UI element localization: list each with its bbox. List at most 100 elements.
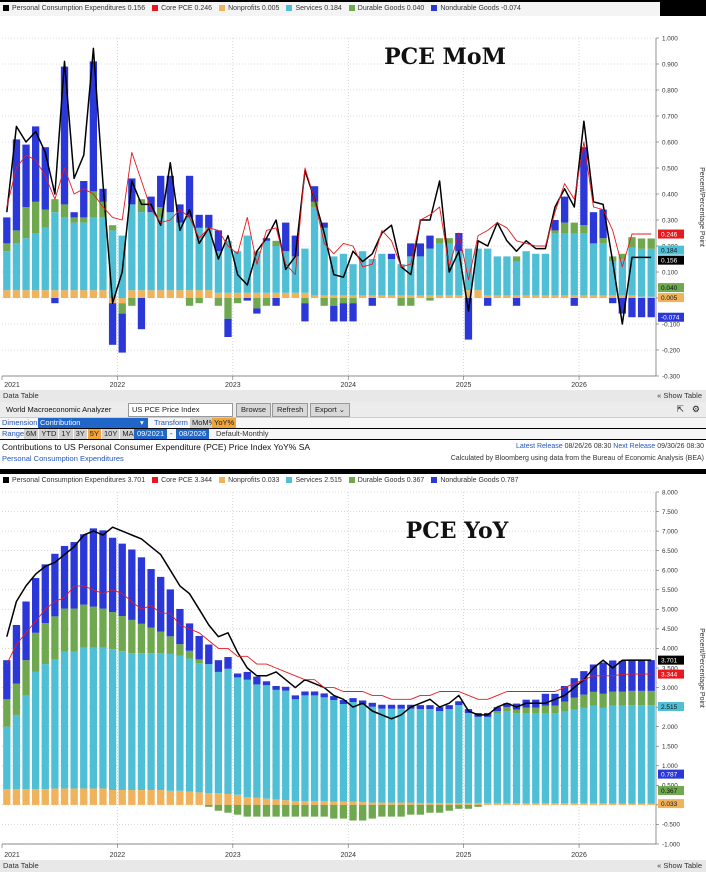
bar-segment-durable-goods	[262, 298, 271, 306]
bar-segment-nonprofits	[551, 295, 559, 298]
security-search-input[interactable]: US PCE Price Index	[128, 403, 233, 417]
bar-segment-nondurable-goods	[185, 623, 194, 651]
bar-segment-nondurable-goods	[301, 691, 309, 696]
bar-segment-nonprofits	[493, 295, 501, 298]
range-button-ytd[interactable]: YTD	[39, 429, 59, 439]
legend-item[interactable]: Nondurable Goods 0.787	[431, 474, 519, 488]
legend-item[interactable]: Nonprofits 0.005	[219, 2, 279, 16]
settings-icon[interactable]: ⚙	[691, 404, 700, 414]
value-tag	[658, 283, 684, 293]
legend-item[interactable]: Core PCE 3.344	[152, 474, 212, 488]
show-table-button[interactable]: « Show Table	[657, 391, 702, 400]
bar-segment-services	[70, 651, 78, 789]
refresh-button[interactable]: Refresh	[272, 403, 309, 417]
bar-segment-durable-goods	[512, 256, 521, 262]
bar-segment-services	[407, 708, 415, 803]
range-button-5y[interactable]: 5Y	[87, 429, 101, 439]
bar-segment-nondurable-goods	[397, 704, 405, 709]
legend-item[interactable]: Services 2.515	[286, 474, 342, 488]
legend-item[interactable]: Nondurable Goods -0.074	[431, 2, 521, 16]
legend-item[interactable]: Nonprofits 0.033	[219, 474, 279, 488]
legend-item[interactable]: Personal Consumption Expenditures 3.701	[3, 474, 145, 488]
top-chart: 1.000 0.900 0.800 0.700 0.600 0.500 0.400 0.300…	[0, 16, 706, 390]
bar-segment-services	[330, 256, 338, 296]
bar-segment-services	[166, 212, 174, 291]
top-legend: Personal Consumption Expenditures 0.156 C…	[0, 2, 660, 16]
bar-segment-durable-goods	[137, 623, 146, 654]
bar-segment-services	[243, 679, 251, 798]
bar-segment-nondurable-goods	[426, 705, 434, 710]
bar-segment-nonprofits	[522, 295, 530, 298]
bar-segment-durable-goods	[157, 207, 165, 218]
dimension-dropdown-icon[interactable]: ▾	[140, 418, 144, 427]
bar-segment-nonprofits	[407, 802, 415, 805]
date-to-input[interactable]: 08/2026	[176, 429, 210, 439]
range-button-1y[interactable]: 1Y	[59, 429, 73, 439]
transform-mom-button[interactable]: MoM%	[190, 418, 218, 428]
value-tag	[658, 769, 684, 779]
bar-segment-services	[455, 705, 463, 803]
date-from-input[interactable]: 09/2021	[134, 429, 168, 439]
bar-segment-nondurable-goods	[416, 243, 425, 257]
data-table-tab[interactable]: Data Table	[3, 391, 39, 400]
range-label: Range	[2, 429, 25, 438]
bar-segment-nonprofits	[618, 803, 626, 805]
legend-item[interactable]: Personal Consumption Expenditures 0.156	[3, 2, 145, 16]
bar-segment-durable-goods	[3, 243, 11, 252]
bar-segment-durable-goods	[291, 804, 299, 817]
dimension-label: Dimension	[2, 418, 38, 427]
bar-segment-nondurable-goods	[599, 662, 607, 694]
bar-segment-services	[474, 248, 482, 291]
legend-value: 3.701	[125, 477, 146, 484]
bar-segment-nondurable-goods	[89, 528, 98, 607]
bar-segment-nonprofits	[435, 295, 444, 298]
bar-segment-durable-goods	[647, 690, 655, 706]
export-button[interactable]: Export ⌄	[310, 403, 351, 417]
bar-segment-nondurable-goods	[3, 217, 11, 244]
bar-segment-nondurable-goods	[253, 308, 261, 314]
browse-button[interactable]: Browse	[236, 403, 272, 417]
bar-segment-durable-goods	[349, 804, 357, 821]
legend-item[interactable]: Core PCE 0.246	[152, 2, 212, 16]
range-button-6m[interactable]: 6M	[24, 429, 39, 439]
range-button-10y[interactable]: 10Y	[101, 429, 120, 439]
bar-segment-services	[51, 212, 59, 291]
legend-item[interactable]: Services 0.184	[286, 2, 342, 16]
bar-segment-nonprofits	[532, 803, 540, 805]
bar-segment-nondurable-goods	[291, 235, 299, 257]
bar-segment-services	[262, 685, 271, 799]
bar-segment-services	[532, 253, 540, 296]
transform-yoy-button[interactable]: YoY%	[212, 418, 237, 428]
range-button-3y[interactable]: 3Y	[73, 429, 87, 439]
show-table-button[interactable]: « Show Table	[657, 861, 702, 870]
bar-segment-nonprofits	[426, 802, 434, 805]
bar-segment-nondurable-goods	[118, 543, 126, 616]
bar-segment-nonprofits	[445, 295, 453, 298]
bar-segment-nondurable-goods	[41, 147, 49, 210]
bar-segment-nonprofits	[541, 295, 550, 298]
bar-segment-nondurable-goods	[185, 175, 194, 218]
bar-segment-durable-goods	[339, 298, 348, 304]
legend-swatch	[431, 477, 438, 483]
bar-segment-nonprofits	[176, 290, 184, 298]
bar-segment-nondurable-goods	[359, 700, 367, 705]
bar-segment-services	[628, 247, 636, 296]
dimension-select[interactable]: Contribution	[38, 418, 148, 428]
bar-segment-durable-goods	[60, 608, 69, 652]
y-tick-label: 4.000	[662, 646, 678, 653]
data-table-tab[interactable]: Data Table	[3, 861, 39, 870]
legend-item[interactable]: Durable Goods 0.367	[348, 474, 424, 488]
bar-segment-nonprofits	[589, 295, 598, 298]
bar-segment-durable-goods	[426, 298, 434, 301]
bar-segment-nonprofits	[253, 292, 261, 298]
export-icon[interactable]: ⇱	[676, 404, 684, 414]
legend-item[interactable]: Durable Goods 0.040	[348, 2, 424, 16]
chart-subtitle: Personal Consumption Expenditures	[2, 454, 124, 463]
bar-segment-nondurable-goods	[70, 212, 78, 218]
y-tick-label: 2.000	[662, 724, 678, 731]
bar-segment-nondurable-goods	[22, 601, 30, 661]
bar-segment-services	[397, 708, 405, 803]
bar-segment-durable-goods	[272, 240, 280, 246]
range-button-max[interactable]: MAX	[120, 429, 141, 439]
bar-segment-nondurable-goods	[589, 664, 598, 692]
